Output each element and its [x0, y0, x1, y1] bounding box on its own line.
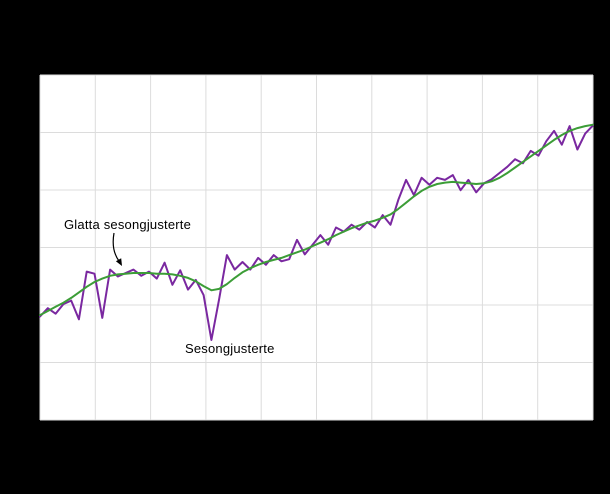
- annotation-arrow: [112, 232, 120, 262]
- annotation-arrowhead-icon: [115, 258, 122, 266]
- series-line-glatta-sesongjusterte: [39, 123, 594, 317]
- annotation-glatta-sesongjusterte: Glatta sesongjusterte: [64, 217, 192, 232]
- series-line-sesongjusterte: [39, 124, 594, 341]
- annotation-sesongjusterte: Sesongjusterte: [185, 341, 275, 356]
